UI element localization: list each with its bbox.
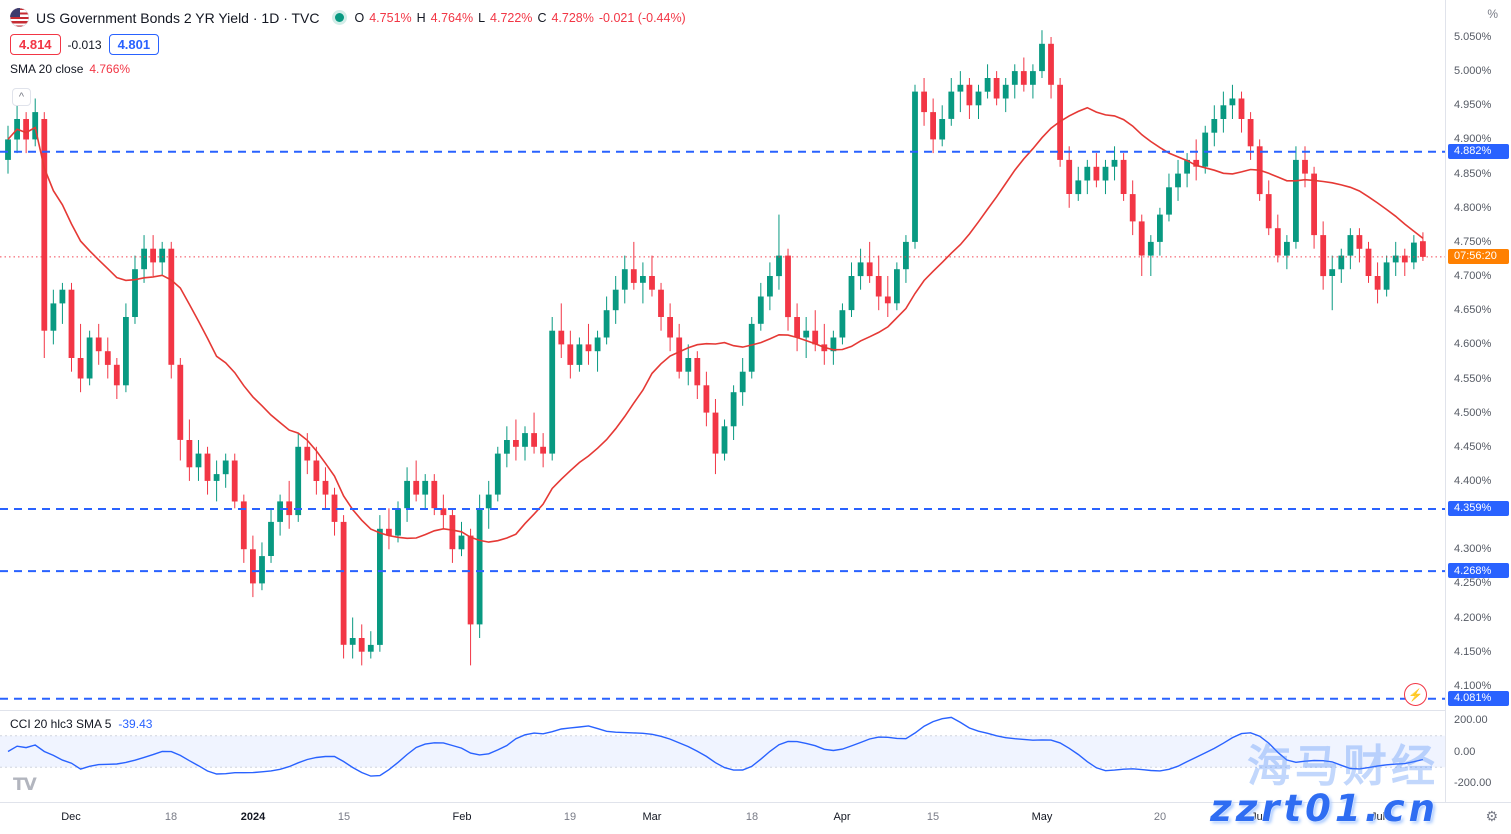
price-tick-label: 4.600% [1454, 338, 1492, 351]
price-tick-label: 4.300% [1454, 543, 1492, 556]
price-tick-label: 4.150% [1454, 645, 1492, 658]
pane-collapse-button[interactable]: ^ [12, 88, 31, 106]
bar-countdown-label: 07:56:20 [1448, 248, 1509, 264]
time-tick-label: 19 [563, 811, 577, 823]
time-tick-label: 15 [926, 811, 940, 823]
price-tick-label: 4.400% [1454, 474, 1492, 487]
price-unit-button[interactable]: % [1487, 7, 1498, 21]
level-price-label: 4.359% [1448, 500, 1509, 516]
us-flag-icon [10, 8, 29, 27]
candlestick-chart[interactable] [0, 0, 1445, 802]
time-tick-label: 15 [337, 811, 351, 823]
time-tick-label: Feb [452, 811, 472, 823]
price-tick-label: 4.100% [1454, 679, 1492, 692]
gear-icon[interactable]: ⚙ [1485, 809, 1498, 825]
open-label: O [354, 10, 365, 25]
price-tick-label: 4.450% [1454, 440, 1492, 453]
price-tick-label: 4.950% [1454, 99, 1492, 112]
chart-canvas[interactable]: US Government Bonds 2 YR Yield · 1D · TV… [0, 0, 1445, 802]
cci-legend-value: -39.43 [118, 717, 153, 731]
cci-tick-label: 0.00 [1454, 745, 1476, 758]
cci-legend-label: CCI 20 hlc3 SMA 5 [10, 717, 112, 731]
price-tick-label: 4.650% [1454, 304, 1492, 317]
time-tick-label: 18 [745, 811, 759, 823]
sma-legend-value: 4.766% [89, 62, 131, 76]
time-tick-label: Jun [1251, 811, 1269, 823]
time-tick-label: Apr [833, 811, 851, 823]
chart-legend: US Government Bonds 2 YR Yield · 1D · TV… [10, 8, 686, 76]
high-value: 4.764% [430, 10, 474, 25]
close-value: 4.728% [551, 10, 594, 25]
price-tick-label: 4.250% [1454, 577, 1492, 590]
price-tick-label: 4.900% [1454, 133, 1492, 146]
buy-price-button[interactable]: 4.801 [108, 34, 160, 55]
price-tick-label: 4.850% [1454, 167, 1492, 180]
level-price-label: 4.882% [1448, 143, 1509, 159]
time-tick-label: Mar [642, 811, 662, 823]
level-price-label: 4.081% [1448, 690, 1509, 706]
spread-value: -0.013 [67, 37, 102, 52]
price-tick-label: 4.750% [1454, 235, 1492, 248]
low-value: 4.722% [490, 10, 533, 25]
cci-legend-row[interactable]: CCI 20 hlc3 SMA 5 -39.43 [10, 717, 152, 731]
low-label: L [478, 10, 486, 25]
time-tick-label: 18 [164, 811, 178, 823]
cci-tick-label: 200.00 [1454, 714, 1488, 726]
sell-price-button[interactable]: 4.814 [10, 34, 61, 55]
time-tick-label: 2024 [240, 811, 266, 823]
flash-icon[interactable]: ⚡ [1404, 683, 1427, 706]
time-tick-label: Jul [1370, 811, 1386, 823]
price-axis[interactable]: % 5.050% 5.000% 4.950% 4.900% 4.850% 4.800% 4.… [1445, 0, 1511, 802]
ohlc-readout: O 4.751% H 4.764% L 4.722% C 4.728% -0.021 (… [355, 11, 686, 25]
lightning-icon: ⚡ [1408, 687, 1423, 702]
price-tick-label: 5.050% [1454, 31, 1492, 43]
time-tick-label: Dec [61, 811, 81, 823]
price-tick-label: 4.800% [1454, 201, 1492, 214]
chevron-up-icon: ^ [18, 91, 25, 103]
price-tick-label: 4.200% [1454, 611, 1492, 624]
price-tick-label: 4.700% [1454, 270, 1492, 283]
sma-legend-row[interactable]: SMA 20 close 4.766% [10, 62, 686, 76]
price-tick-label: 4.500% [1454, 406, 1492, 419]
time-axis[interactable]: ⚙ Dec 18 2024 15 Feb 19 Mar 18 Apr 15 May 20 Jun Jul [0, 802, 1511, 834]
change-value: -0.021 (-0.44%) [598, 10, 686, 25]
price-tick-label: 4.550% [1454, 372, 1492, 385]
cci-tick-label: -200.00 [1454, 777, 1492, 789]
tradingview-logo[interactable]: TV [13, 775, 37, 795]
price-tick-label: 5.000% [1454, 65, 1492, 78]
market-status-icon[interactable] [334, 13, 344, 22]
level-price-label: 4.268% [1448, 563, 1509, 579]
time-tick-label: May [1031, 811, 1053, 823]
time-tick-label: 20 [1153, 811, 1167, 823]
sma-legend-label: SMA 20 close [10, 62, 84, 76]
trade-widget: 4.814 -0.013 4.801 [10, 34, 686, 55]
symbol-title[interactable]: US Government Bonds 2 YR Yield · 1D · TV… [36, 9, 320, 26]
close-label: C [537, 10, 547, 25]
open-value: 4.751% [369, 10, 412, 25]
symbol-row: US Government Bonds 2 YR Yield · 1D · TV… [10, 8, 686, 27]
high-label: H [416, 10, 426, 25]
